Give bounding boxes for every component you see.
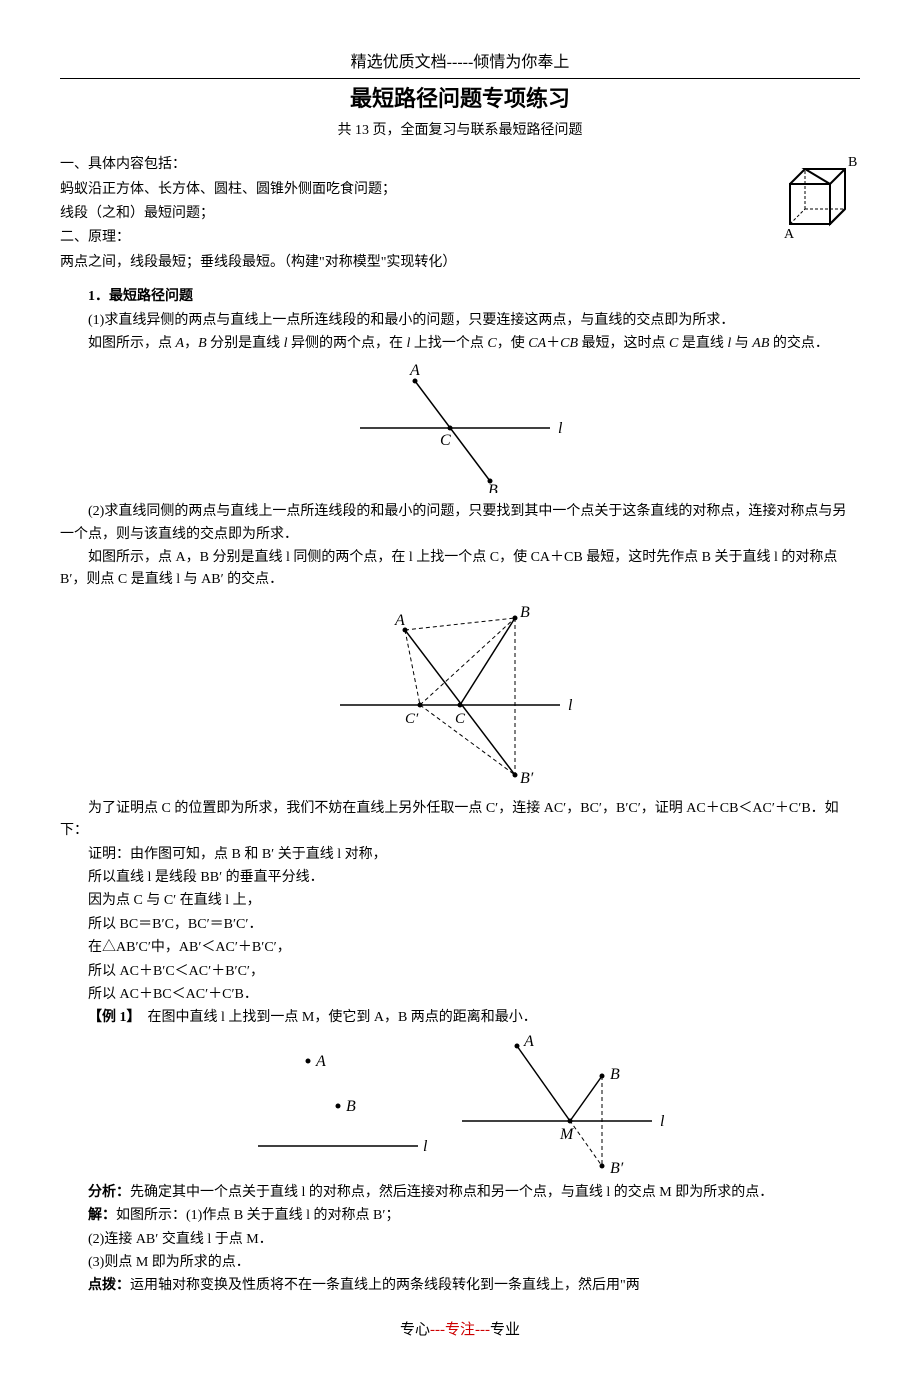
problem1-title: 1．最短路径问题 [60, 286, 860, 308]
cube-label-b: B [848, 155, 857, 170]
problem1-p2: 如图所示，点 A，B 分别是直线 l 异侧的两个点，在 l 上找一个点 C，使 … [60, 333, 860, 355]
svg-text:C: C [455, 711, 466, 727]
proof-p7: 所以 AC＋B′C＜AC′＋B′C′， [60, 961, 860, 983]
example1: 【例 1】 在图中直线 l 上找到一点 M，使它到 A，B 两点的距离和最小． [60, 1007, 860, 1029]
proof-p5: 所以 BC＝B′C，BC′＝B′C′． [60, 914, 860, 936]
diagram-1: l A B C [330, 363, 590, 493]
svg-text:B: B [488, 482, 498, 493]
doc-subtitle: 共 13 页，全面复习与联系最短路径问题 [60, 120, 860, 142]
solution-p3: (3)则点 M 即为所求的点． [60, 1252, 860, 1274]
solution-p1: 解：如图所示：(1)作点 B 关于直线 l 的对称点 B′； [60, 1205, 860, 1227]
proof-p8: 所以 AC＋BC＜AC′＋C′B． [60, 984, 860, 1006]
diagram-3-right: l A B B′ M [442, 1031, 682, 1181]
solution-p2: (2)连接 AB′ 交直线 l 于点 M． [60, 1229, 860, 1251]
svg-text:A: A [523, 1033, 534, 1050]
analysis: 分析：先确定其中一个点关于直线 l 的对称点，然后连接对称点和另一个点，与直线 … [60, 1182, 860, 1204]
section1-line2: 线段（之和）最短问题； [60, 203, 860, 225]
svg-text:B′: B′ [520, 770, 534, 787]
diagram-3-container: A B l l A B B′ M [60, 1031, 860, 1181]
svg-text:A: A [315, 1053, 326, 1070]
section2-title: 二、原理： [60, 227, 860, 249]
diagram-2: l A B B′ C C′ [320, 600, 600, 790]
problem2-p2: 如图所示，点 A，B 分别是直线 l 同侧的两个点，在 l 上找一个点 C，使 … [60, 547, 860, 592]
svg-text:A: A [409, 363, 420, 379]
problem1-p1: (1)求直线异侧的两点与直线上一点所连线段的和最小的问题，只要连接这两点，与直线… [60, 310, 860, 332]
diagram-3-left: A B l [238, 1031, 438, 1161]
svg-text:B: B [610, 1066, 620, 1083]
tip: 点拨：运用轴对称变换及性质将不在一条直线上的两条线段转化到一条直线上，然后用"两 [60, 1275, 860, 1297]
proof-p3: 所以直线 l 是线段 BB′ 的垂直平分线． [60, 867, 860, 889]
svg-text:l: l [660, 1113, 665, 1130]
cube-diagram: B A [770, 154, 860, 262]
proof-p2: 证明：由作图可知，点 B 和 B′ 关于直线 l 对称， [60, 844, 860, 866]
svg-text:l: l [568, 697, 573, 714]
page-footer: 专心---专注---专业 [60, 1318, 860, 1342]
section1-line1: 蚂蚁沿正方体、长方体、圆柱、圆锥外侧面吃食问题； [60, 179, 860, 201]
svg-text:l: l [558, 420, 563, 437]
doc-title: 最短路径问题专项练习 [60, 81, 860, 116]
svg-text:M: M [559, 1126, 575, 1143]
svg-text:B: B [520, 604, 530, 621]
svg-text:B: B [346, 1098, 356, 1115]
svg-text:C′: C′ [405, 711, 419, 727]
svg-text:A: A [394, 612, 405, 629]
svg-text:B′: B′ [610, 1160, 624, 1177]
proof-p6: 在△AB′C′中，AB′＜AC′＋B′C′， [60, 937, 860, 959]
svg-text:C: C [440, 432, 451, 449]
section1-title: 一、具体内容包括： [60, 154, 860, 176]
page-header: 精选优质文档-----倾情为你奉上 [60, 50, 860, 79]
svg-text:l: l [423, 1138, 428, 1155]
proof-p1: 为了证明点 C 的位置即为所求，我们不妨在直线上另外任取一点 C′，连接 AC′… [60, 798, 860, 843]
proof-p4: 因为点 C 与 C′ 在直线 l 上， [60, 890, 860, 912]
problem2-p1: (2)求直线同侧的两点与直线上一点所连线段的和最小的问题，只要找到其中一个点关于… [60, 501, 860, 546]
cube-label-a: A [784, 227, 795, 242]
section2-line1: 两点之间，线段最短；垂线段最短。（构建"对称模型"实现转化） [60, 252, 860, 274]
